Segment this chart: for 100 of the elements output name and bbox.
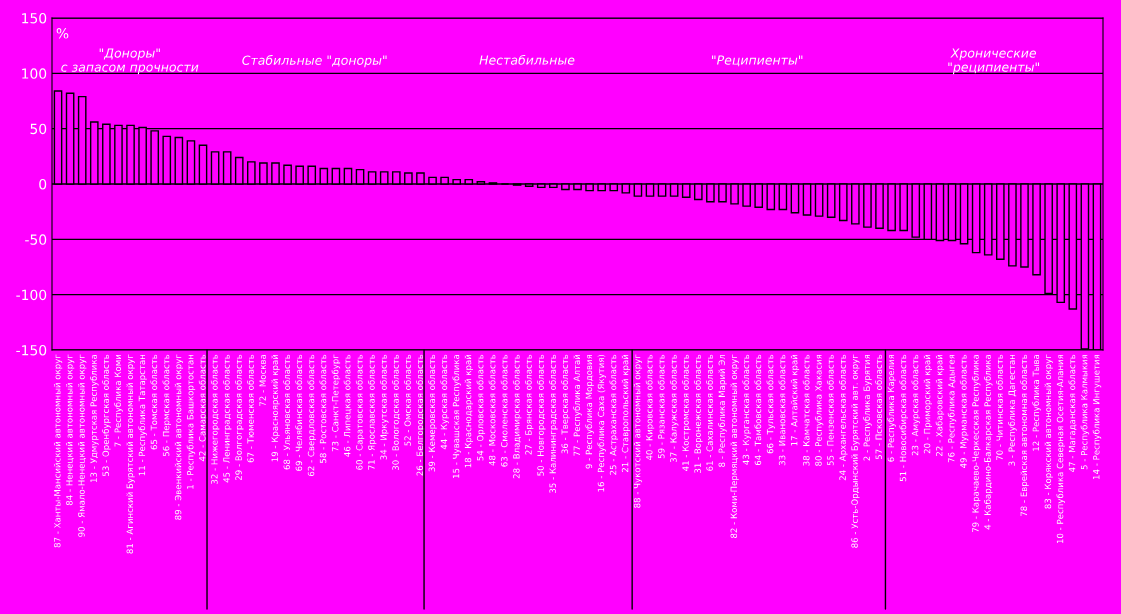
x-tick-label: 26 - Белгородская область [416, 354, 425, 476]
x-tick-label: 53 - Оренбургская область [102, 354, 111, 476]
x-tick-label: 40 - Кировская область [645, 354, 655, 461]
x-tick-label: 42 - Самарская область [198, 354, 208, 462]
x-tick-label: 13 - Удмуртская Республика [90, 354, 99, 483]
x-tick-label: 66 - Тульская область [766, 354, 776, 454]
x-tick-label: 4 - Кабардино-Балкарская Республика [984, 354, 993, 530]
x-tick-label: 37 - Калужская область [669, 354, 679, 463]
x-tick-label: 41 - Костромская область [681, 354, 691, 471]
x-tick-label: 72 - Москва [259, 354, 266, 406]
x-tick-label: 58 - Ростовская область [319, 354, 327, 463]
x-tick-label: 84 - Ненецкий автономный округ [65, 354, 75, 506]
x-tick-label: 17 - Алтайский край [790, 354, 800, 446]
x-tick-label: 38 - Камчатская область [802, 354, 810, 466]
x-tick-label: 3 - Республика Дагестан [1008, 354, 1017, 466]
x-tick-label: 24 - Архангельская область [839, 354, 848, 481]
x-tick-label: 64 - Тамбовская область [754, 354, 762, 466]
x-tick-label: 80 - Республика Хакасия [814, 354, 824, 466]
x-tick-label: 21 - Ставропольский край [621, 354, 630, 473]
x-tick-label: 51 - Новосибирская область [899, 354, 908, 482]
x-tick-label: 43 - Курганская область [742, 354, 751, 465]
x-tick-label: 69 - Челябинская область [295, 354, 303, 471]
x-tick-label: 28 - Владимирская область [512, 354, 522, 479]
x-tick-label: 27 - Брянская область [524, 354, 534, 455]
x-tick-label: 29 - Волгоградская область [235, 354, 244, 481]
x-tick-label: 82 - Коми-Пермяцкий автономный округ [730, 354, 739, 538]
x-tick-label: 47 - Магаданская область [1068, 354, 1077, 472]
x-tick-label: 9 - Республика Мордовия [585, 354, 594, 469]
annotation: Хронические "реципиенты" [948, 48, 1040, 75]
x-tick-label: 88 - Чукотский автономный округ [633, 354, 643, 508]
x-tick-label: 23 - Амурская область [911, 354, 920, 456]
y-tick-label: 100 [22, 68, 47, 79]
x-tick-label: 62 - Свердловская область [307, 354, 316, 477]
annotation: Стабильные "доноры" [242, 55, 387, 68]
x-tick-label: 65 - Томская область [150, 354, 158, 450]
x-tick-label: 20 - Приморский край [923, 354, 932, 454]
x-tick-label: 11 - Республика Татарстан [138, 354, 147, 476]
x-tick-label: 49 - Мурманская область [959, 354, 969, 468]
annotation: Нестабильные [479, 54, 575, 65]
x-tick-label: 79 - Карачаево-Черкесская Республика [971, 354, 981, 533]
x-tick-label: 39 - Кемеровская область [428, 354, 437, 472]
x-tick-label: 25 - Астраханская область [609, 354, 618, 475]
x-tick-label: 54 - Орловская область [476, 354, 486, 461]
annotation: "Реципиенты" [712, 55, 803, 67]
x-tick-label: 33 - Ивановская область [778, 354, 786, 466]
x-tick-label: 15 - Чувашская Республика [452, 354, 461, 478]
x-tick-label: 30 - Вологодская область [391, 354, 400, 471]
x-tick-label: 52 - Омская область [404, 354, 411, 446]
x-tick-label: 59 - Рязанская область [657, 354, 665, 459]
x-tick-label: 71 - Ярославская область [367, 354, 377, 470]
x-tick-label: 12 - Республика Тыва [1032, 354, 1041, 451]
x-tick-label: 61 - Сахалинская область [706, 354, 713, 471]
x-tick-label: 16 - Республика Саха (Якутия) [597, 354, 606, 492]
x-tick-label: 35 - Калининградская область [549, 354, 558, 493]
x-tick-label: 77 - Республика Алтай [573, 354, 582, 456]
x-tick-label: 18 - Краснодарский край [464, 354, 473, 468]
x-tick-label: 46 - Липецкая область [343, 354, 352, 457]
y-tick-label: -50 [25, 234, 47, 245]
x-tick-label: 8 - Республика Марий Эл [718, 354, 727, 467]
x-tick-label: 48 - Московская область [488, 354, 496, 466]
y-tick-label: 150 [22, 12, 47, 24]
x-tick-label: 1 - Республика Башкортостан [186, 354, 196, 489]
x-tick-label: 89 - Эвенкийский автономный округ [174, 354, 184, 520]
x-tick-label: 45 - Ленинградская область [222, 354, 232, 483]
x-tick-label: 14 - Республика Ингушетия [1092, 354, 1102, 479]
x-tick-label: 78 - Еврейская автономная область [1020, 354, 1029, 517]
x-tick-label: 7 - Республика Коми [114, 354, 123, 447]
x-tick-label: 6 - Республика Карелия [887, 354, 896, 462]
x-tick-label: 56 - Пермская область [162, 354, 171, 457]
x-tick-label: 32 - Нижегородская область [210, 354, 220, 484]
x-tick-label: 2 - Республика Бурятия [863, 354, 872, 461]
x-tick-label: 57 - Псковская область [875, 354, 883, 460]
x-tick-label: 63 - Смоленская область [500, 354, 508, 467]
x-tick-label: 67 - Тюменская область [247, 354, 254, 463]
x-tick-label: 36 - Тверская область [561, 354, 570, 454]
y-tick-label: 0 [39, 178, 47, 190]
x-tick-label: 70 - Читинская область [996, 354, 1003, 461]
y-tick-label: -100 [16, 289, 47, 301]
x-tick-label: 81 - Агинский Бурятский автономный округ [126, 354, 135, 554]
x-tick-label: 86 - Усть-Ордынский Бурятский авт. округ [851, 354, 860, 548]
x-tick-label: 10 - Республика Северная Осетия-Алания [1056, 354, 1065, 544]
x-tick-label: 76 - Республика Адыгея [947, 354, 957, 463]
x-tick-label: 55 - Пензенская область [826, 354, 834, 466]
y-tick-label: 50 [30, 123, 47, 135]
x-tick-label: 60 - Саратовская область [355, 354, 365, 470]
x-tick-label: 22 - Хабаровский край [935, 354, 945, 457]
x-tick-label: 87 - Ханты-Мансийский автономный округ [53, 354, 63, 548]
x-tick-label: 44 - Курская область [440, 354, 449, 450]
y-tick-label: -150 [16, 344, 47, 356]
x-tick-label: 34 - Иркутская область [379, 354, 389, 460]
y-axis-title: % [56, 28, 69, 39]
x-tick-label: 83 - Корякский автономный округ [1044, 354, 1053, 509]
annotation: "Доноры" с запасом прочности [61, 48, 199, 75]
x-tick-label: 68 - Ульяновская область [283, 354, 291, 470]
x-tick-label: 5 - Республика Калмыкия [1080, 354, 1090, 470]
x-tick-label: 50 - Новгородская область [537, 354, 546, 476]
x-tick-label: 19 - Красноярский край [271, 354, 280, 462]
x-tick-label: 31 - Воронежская область [694, 354, 703, 473]
x-tick-label: 73 - Санкт-Петербург [331, 354, 341, 452]
x-tick-label: 90 - Ямало-Ненецкий автономный округ [78, 354, 87, 537]
